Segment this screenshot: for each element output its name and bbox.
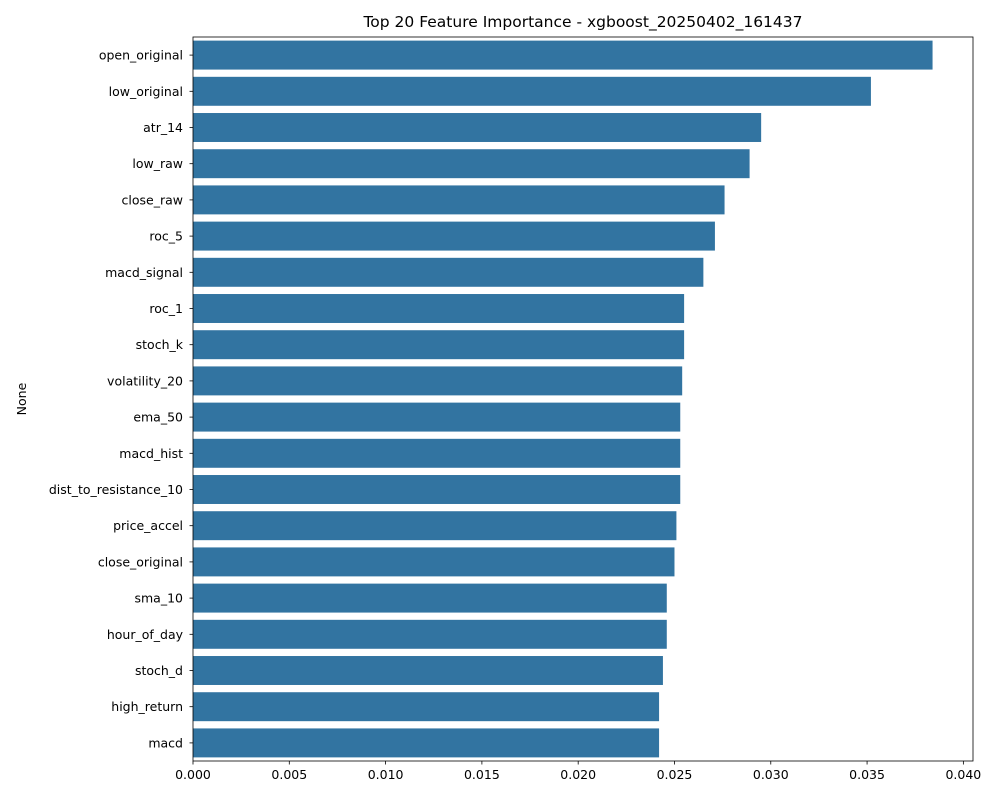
x-tick-label: 0.040 (945, 767, 981, 782)
bar-sma_10 (193, 583, 667, 613)
bar-macd (193, 728, 660, 758)
y-ticks-group: open_original low_original atr_14 low_rawcl… (49, 48, 193, 750)
bar-hour_of_day (193, 619, 667, 649)
bar-low_original (193, 76, 871, 106)
x-tick-label: 0.015 (464, 767, 500, 782)
bar-macd_hist (193, 438, 681, 468)
bars-group (193, 40, 933, 758)
y-tick-label: macd_signal (105, 265, 183, 280)
bar-dist_to_resistance_10 (193, 475, 681, 504)
bar-roc_1 (193, 294, 685, 323)
y-tick-label: close_raw (122, 192, 183, 207)
x-ticks-group: 0.000 0.005 0.010 0.015 0.020 0.025 0.030 0.035… (175, 761, 981, 782)
y-axis-label: None (14, 382, 29, 415)
x-tick-label: 0.005 (271, 767, 307, 782)
bar-stoch_k (193, 330, 685, 360)
y-tick-label: low_original (109, 84, 183, 99)
x-tick-label: 0.025 (657, 767, 693, 782)
plot-frame (192, 36, 974, 762)
bar-ema_50 (193, 402, 681, 432)
y-tick-label: open_original (99, 48, 183, 63)
bar-high_return (193, 692, 660, 722)
y-tick-label: close_original (98, 554, 183, 569)
y-tick-label: roc_1 (149, 301, 183, 316)
chart-title: Top 20 Feature Importance - xgboost_2025… (362, 13, 802, 32)
y-tick-label: ema_50 (133, 410, 183, 425)
bar-close_original (193, 547, 675, 577)
bar-atr_14 (193, 113, 762, 142)
bar-roc_5 (193, 221, 715, 251)
x-tick-label: 0.035 (849, 767, 885, 782)
bar-volatility_20 (193, 366, 683, 396)
y-tick-label: sma_10 (134, 591, 183, 606)
x-tick-label: 0.000 (175, 767, 211, 782)
y-tick-label: macd (148, 735, 183, 750)
bar-low_raw (193, 149, 750, 179)
y-tick-label: high_return (111, 699, 183, 714)
y-tick-label: macd_hist (119, 446, 183, 461)
y-tick-label: price_accel (113, 518, 183, 533)
bar-stoch_d (193, 656, 663, 685)
y-tick-label: hour_of_day (107, 627, 184, 642)
y-tick-label: low_raw (132, 156, 183, 171)
x-tick-label: 0.010 (368, 767, 404, 782)
x-tick-label: 0.020 (560, 767, 596, 782)
bar-open_original (193, 40, 933, 70)
bar-macd_signal (193, 257, 704, 287)
y-tick-label: atr_14 (143, 120, 183, 135)
bar-price_accel (193, 511, 677, 541)
bar-close_raw (193, 185, 725, 215)
y-tick-label: roc_5 (149, 229, 183, 244)
y-tick-label: volatility_20 (107, 373, 183, 388)
y-tick-label: stoch_d (135, 663, 183, 678)
x-tick-label: 0.030 (753, 767, 789, 782)
y-tick-label: stoch_k (136, 337, 184, 352)
y-tick-label: dist_to_resistance_10 (49, 482, 183, 497)
